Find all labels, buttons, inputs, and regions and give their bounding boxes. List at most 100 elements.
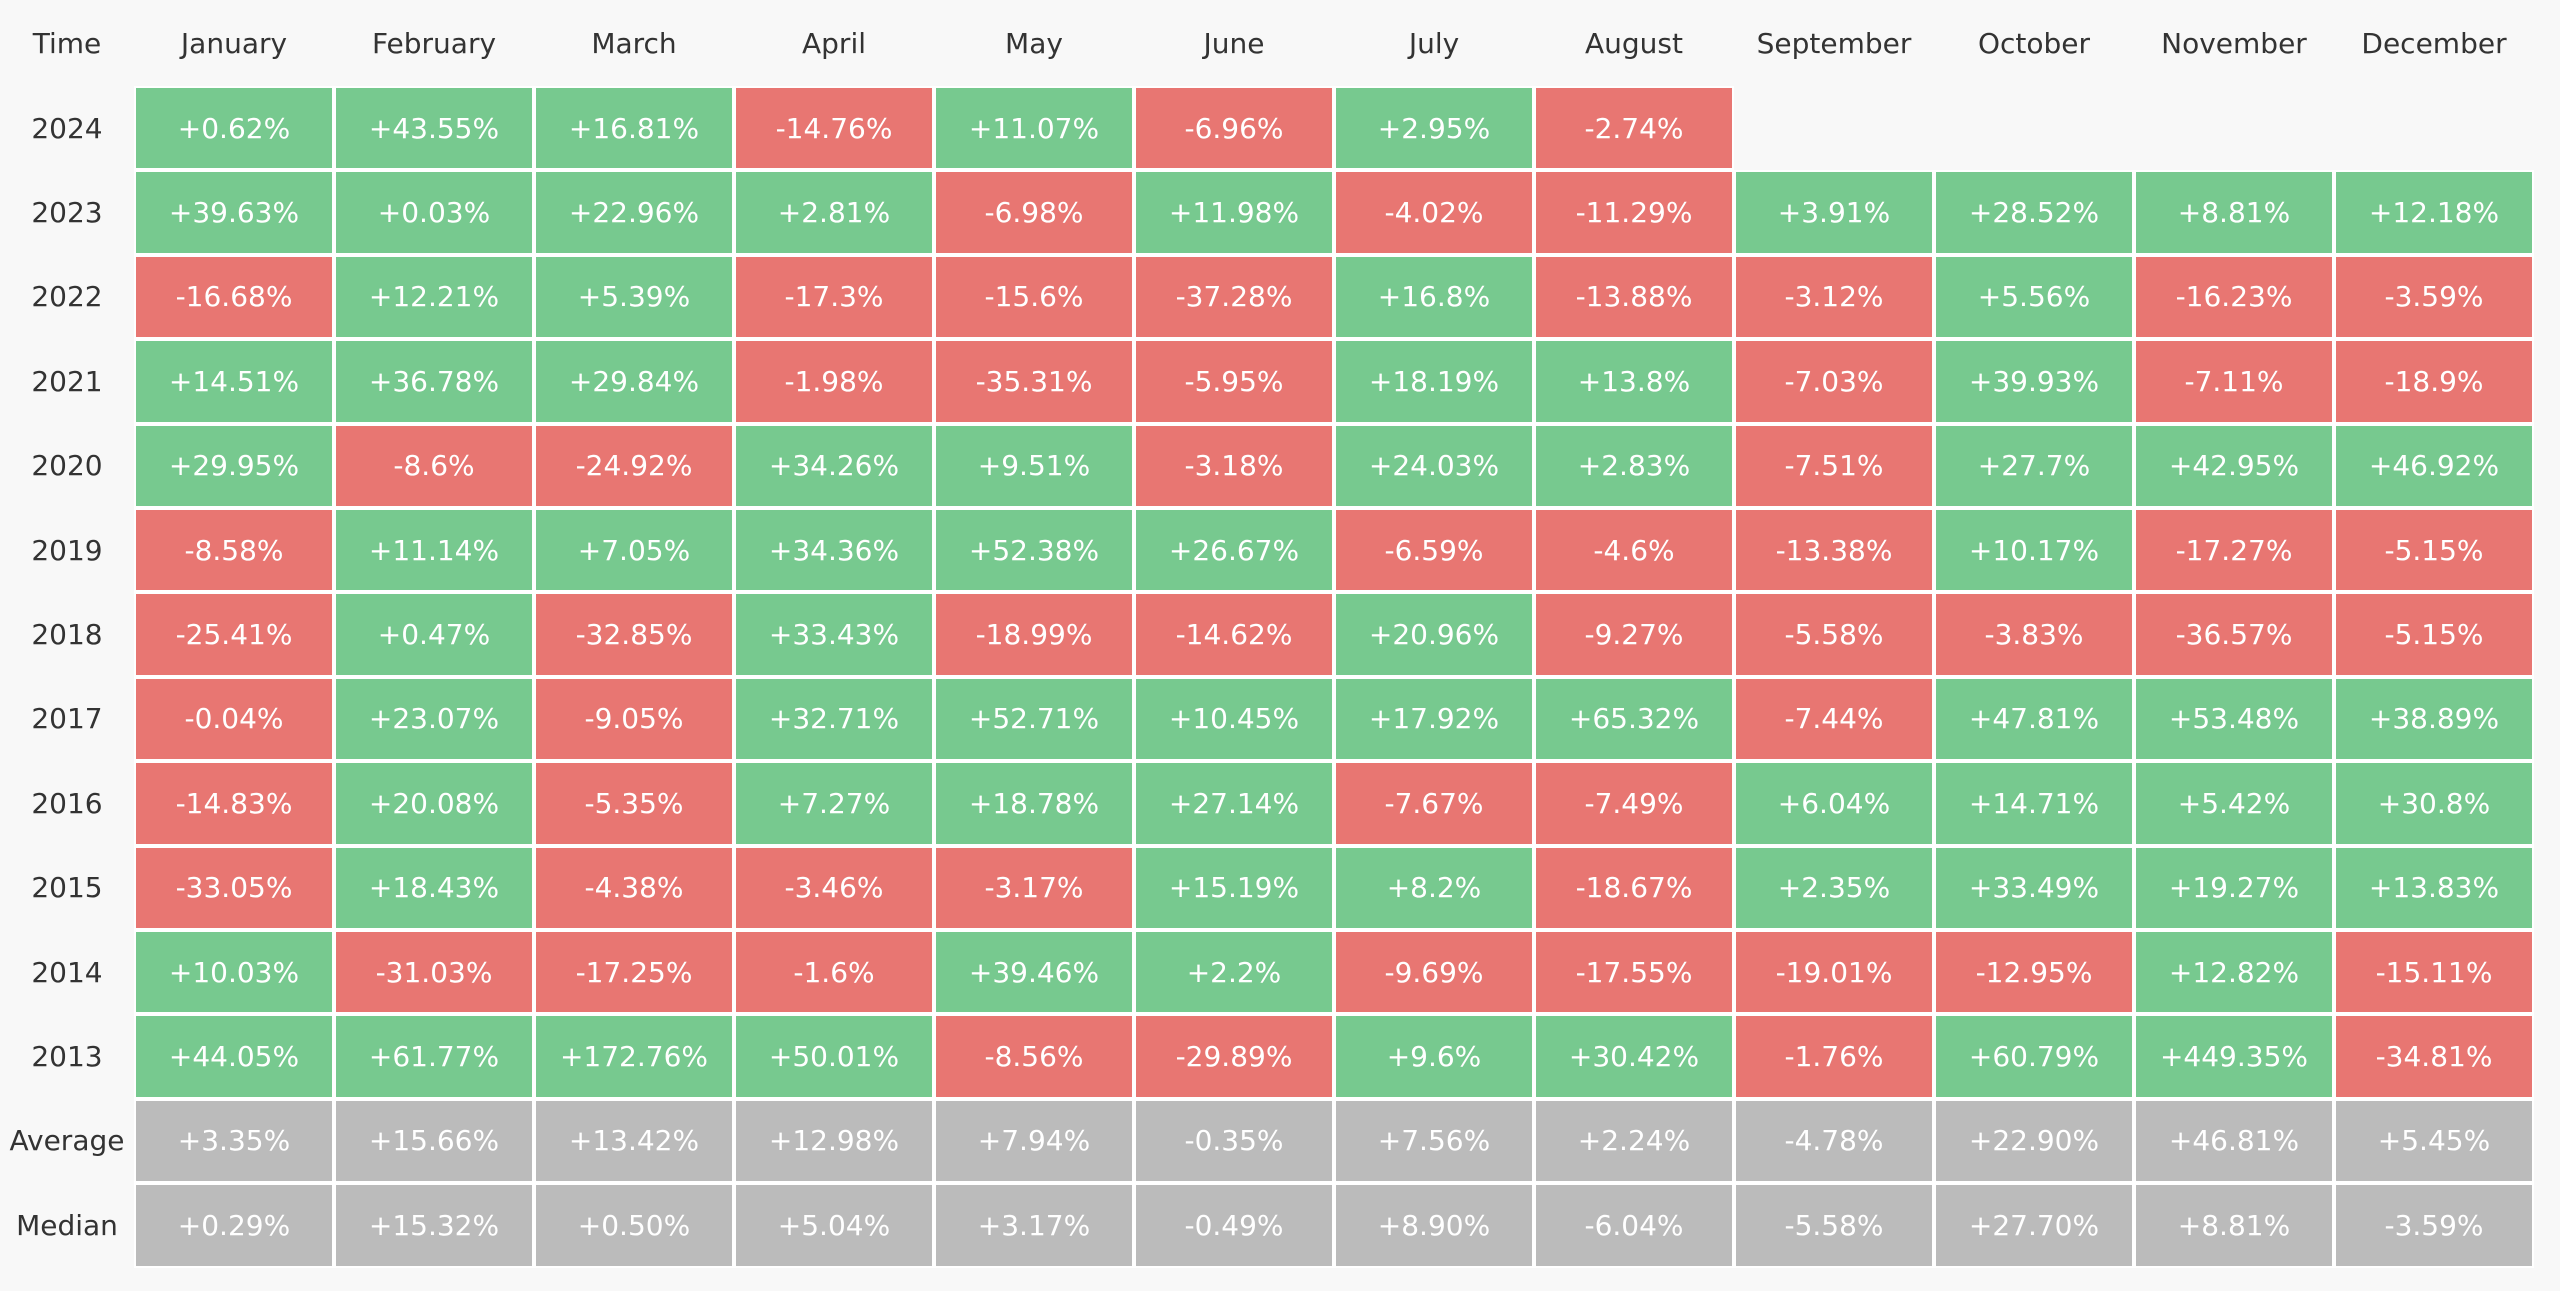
return-cell: +5.56% bbox=[1934, 254, 2134, 340]
return-cell: +22.96% bbox=[534, 170, 734, 255]
return-cell: +60.79% bbox=[1934, 1014, 2134, 1099]
row-label: 2015 bbox=[31, 871, 103, 905]
return-cell: +5.39% bbox=[534, 254, 734, 340]
return-cell: -5.15% bbox=[2334, 592, 2534, 677]
row-label: 2021 bbox=[31, 364, 103, 398]
return-cell: -17.3% bbox=[734, 254, 934, 340]
return-cell: +2.83% bbox=[1534, 423, 1734, 508]
return-cell: +10.45% bbox=[1134, 676, 1334, 762]
return-cell: -4.02% bbox=[1334, 170, 1534, 255]
return-cell: +9.6% bbox=[1334, 1014, 1534, 1099]
return-cell: +43.55% bbox=[334, 86, 534, 171]
return-cell: -1.98% bbox=[734, 339, 934, 424]
return-cell: +27.14% bbox=[1134, 761, 1334, 846]
return-cell: -7.11% bbox=[2134, 339, 2334, 424]
return-cell: +8.2% bbox=[1334, 845, 1534, 930]
return-cell: -19.01% bbox=[1734, 930, 1934, 1015]
column-header: February bbox=[371, 26, 497, 60]
return-cell: -1.76% bbox=[1734, 1014, 1934, 1099]
return-cell: -25.41% bbox=[134, 592, 334, 677]
return-cell: -0.49% bbox=[1134, 1183, 1334, 1268]
return-cell: +12.18% bbox=[2334, 170, 2534, 255]
return-cell: +61.77% bbox=[334, 1014, 534, 1099]
return-cell: +2.24% bbox=[1534, 1098, 1734, 1184]
return-cell: -7.67% bbox=[1334, 761, 1534, 846]
return-cell: -9.05% bbox=[534, 676, 734, 762]
return-cell: +12.82% bbox=[2134, 930, 2334, 1015]
column-header: April bbox=[802, 26, 866, 60]
return-cell: -18.9% bbox=[2334, 339, 2534, 424]
return-cell: +53.48% bbox=[2134, 676, 2334, 762]
return-cell: -11.29% bbox=[1534, 170, 1734, 255]
return-cell: +33.49% bbox=[1934, 845, 2134, 930]
return-cell: +10.17% bbox=[1934, 508, 2134, 593]
return-cell: +39.93% bbox=[1934, 339, 2134, 424]
return-cell: +46.81% bbox=[2134, 1098, 2334, 1184]
return-cell: +34.36% bbox=[734, 508, 934, 593]
row-label: 2019 bbox=[31, 533, 103, 567]
column-header: May bbox=[1005, 26, 1063, 60]
return-cell: -7.44% bbox=[1734, 676, 1934, 762]
return-cell: +6.04% bbox=[1734, 761, 1934, 846]
return-cell: +0.03% bbox=[334, 170, 534, 255]
return-cell: +20.96% bbox=[1334, 592, 1534, 677]
return-cell: +14.51% bbox=[134, 339, 334, 424]
return-cell: -1.6% bbox=[734, 930, 934, 1015]
return-cell: -13.88% bbox=[1534, 254, 1734, 340]
column-header: August bbox=[1585, 26, 1683, 60]
return-cell: -0.35% bbox=[1134, 1098, 1334, 1184]
return-cell: +28.52% bbox=[1934, 170, 2134, 255]
return-cell: +38.89% bbox=[2334, 676, 2534, 762]
return-cell: +8.81% bbox=[2134, 170, 2334, 255]
return-cell: +44.05% bbox=[134, 1014, 334, 1099]
return-cell: +15.32% bbox=[334, 1183, 534, 1268]
return-cell: -8.6% bbox=[334, 423, 534, 508]
return-cell: -3.17% bbox=[934, 845, 1134, 930]
return-cell: -8.58% bbox=[134, 508, 334, 593]
return-cell: +52.71% bbox=[934, 676, 1134, 762]
return-cell: +5.04% bbox=[734, 1183, 934, 1268]
column-header: December bbox=[2361, 26, 2507, 60]
return-cell: +5.42% bbox=[2134, 761, 2334, 846]
return-cell: +19.27% bbox=[2134, 845, 2334, 930]
return-cell: -4.78% bbox=[1734, 1098, 1934, 1184]
return-cell: +8.81% bbox=[2134, 1183, 2334, 1268]
return-cell: +30.42% bbox=[1534, 1014, 1734, 1099]
return-cell: -36.57% bbox=[2134, 592, 2334, 677]
return-cell: +52.38% bbox=[934, 508, 1134, 593]
return-cell: -18.67% bbox=[1534, 845, 1734, 930]
return-cell: +32.71% bbox=[734, 676, 934, 762]
return-cell: -37.28% bbox=[1134, 254, 1334, 340]
return-cell: +13.83% bbox=[2334, 845, 2534, 930]
return-cell: -5.58% bbox=[1734, 1183, 1934, 1268]
column-header: March bbox=[591, 26, 677, 60]
return-cell: +29.95% bbox=[134, 423, 334, 508]
row-label: 2022 bbox=[31, 280, 103, 314]
row-label: 2013 bbox=[31, 1040, 103, 1074]
return-cell: +47.81% bbox=[1934, 676, 2134, 762]
return-cell: +20.08% bbox=[334, 761, 534, 846]
return-cell: +18.43% bbox=[334, 845, 534, 930]
return-cell: +449.35% bbox=[2134, 1014, 2334, 1099]
return-cell: +7.05% bbox=[534, 508, 734, 593]
return-cell: +172.76% bbox=[534, 1014, 734, 1099]
return-cell: +46.92% bbox=[2334, 423, 2534, 508]
return-cell: +30.8% bbox=[2334, 761, 2534, 846]
column-header: November bbox=[2161, 26, 2307, 60]
return-cell: -14.62% bbox=[1134, 592, 1334, 677]
return-cell: +11.07% bbox=[934, 86, 1134, 171]
return-cell: -7.49% bbox=[1534, 761, 1734, 846]
return-cell: +3.17% bbox=[934, 1183, 1134, 1268]
return-cell: -33.05% bbox=[134, 845, 334, 930]
return-cell: -15.11% bbox=[2334, 930, 2534, 1015]
return-cell: -14.83% bbox=[134, 761, 334, 846]
row-label: Median bbox=[16, 1208, 118, 1242]
column-header: June bbox=[1203, 26, 1265, 60]
return-cell: +14.71% bbox=[1934, 761, 2134, 846]
return-cell: -6.98% bbox=[934, 170, 1134, 255]
return-cell: +26.67% bbox=[1134, 508, 1334, 593]
return-cell: -3.12% bbox=[1734, 254, 1934, 340]
return-cell: -5.15% bbox=[2334, 508, 2534, 593]
return-cell: +24.03% bbox=[1334, 423, 1534, 508]
